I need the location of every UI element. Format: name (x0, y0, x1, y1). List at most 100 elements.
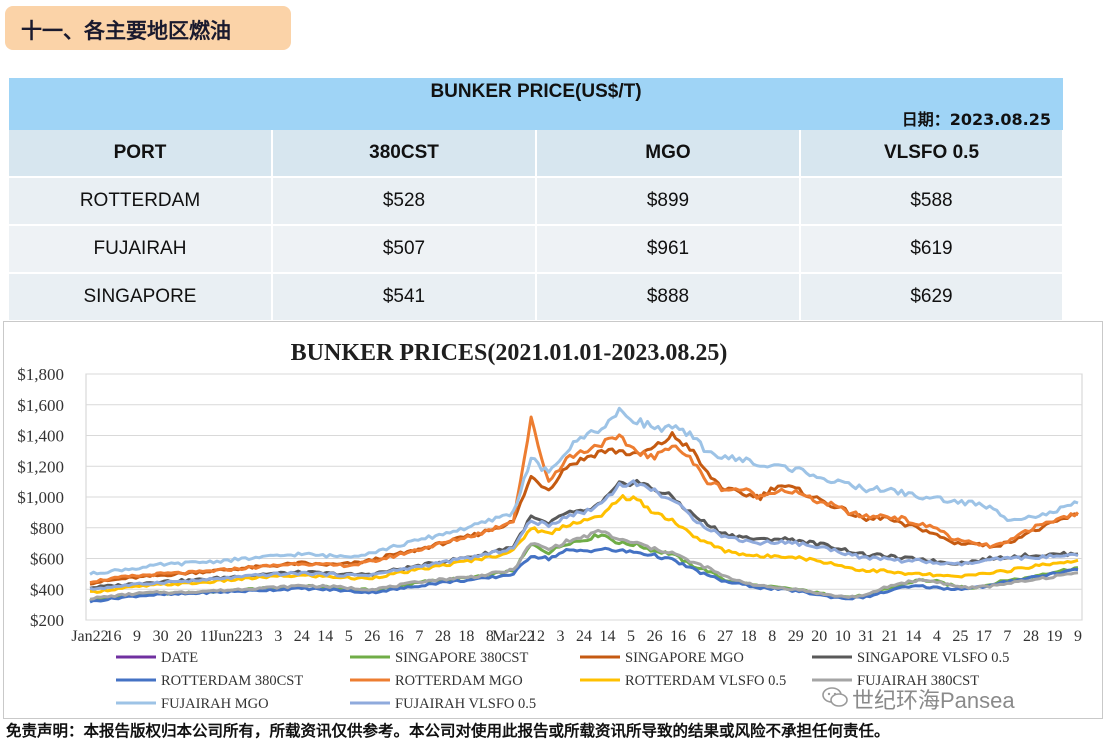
table-row: SINGAPORE $541 $888 $629 (9, 273, 1064, 322)
header-mgo: MGO (536, 130, 801, 178)
x-tick-label: 14 (317, 628, 333, 645)
x-tick-label: 7 (1003, 628, 1011, 645)
x-tick-label: 17 (976, 628, 992, 645)
disclaimer-text: 免责声明：本报告版权归本公司所有，所载资讯仅供参考。本公司对使用此报告或所载资讯… (6, 721, 890, 740)
cell-port: FUJAIRAH (9, 225, 273, 274)
y-tick-label: $1,800 (17, 365, 64, 384)
y-tick-label: $600 (30, 550, 64, 569)
header-380cst: 380CST (272, 130, 537, 178)
legend-label: ROTTERDAM VLSFO 0.5 (625, 673, 786, 689)
legend-label: ROTTERDAM MGO (395, 673, 523, 689)
cell-vlsfo: $629 (800, 273, 1064, 322)
x-tick-label: 28 (435, 628, 451, 645)
x-tick-label: 26 (364, 628, 380, 645)
x-tick-label: 16 (388, 628, 404, 645)
x-tick-label: 5 (627, 628, 635, 645)
x-tick-label: 24 (576, 628, 592, 645)
series-line (89, 415, 1080, 585)
legend-label: FUJAIRAH MGO (161, 696, 269, 712)
x-tick-label: 3 (556, 628, 564, 645)
y-tick-label: $1,600 (17, 396, 64, 415)
x-tick-label: 9 (133, 628, 141, 645)
x-tick-label: 12 (529, 628, 545, 645)
cell-vlsfo: $588 (800, 177, 1064, 226)
legend-label: ROTTERDAM 380CST (161, 673, 303, 689)
x-tick-label: 16 (670, 628, 686, 645)
y-tick-label: $1,400 (17, 427, 64, 446)
x-tick-label: 24 (294, 628, 310, 645)
section-title: 十一、各主要地区燃油 (21, 19, 231, 43)
x-tick-label: 30 (153, 628, 169, 645)
bunker-price-table: BUNKER PRICE(US$/T) 日期：2023.08.25 PORT 3… (9, 78, 1064, 322)
x-tick-label: 20 (176, 628, 192, 645)
cell-port: ROTTERDAM (9, 177, 273, 226)
x-tick-label: 11 (200, 628, 215, 645)
table-date: 日期：2023.08.25 (901, 110, 1051, 129)
x-tick-label: 14 (600, 628, 616, 645)
x-tick-label: 9 (1074, 628, 1082, 645)
table-row: FUJAIRAH $507 $961 $619 (9, 225, 1064, 274)
x-tick-label: 3 (274, 628, 282, 645)
x-tick-label: 5 (345, 628, 353, 645)
cell-port: SINGAPORE (9, 273, 273, 322)
y-tick-label: $800 (30, 519, 64, 538)
x-tick-label: 29 (788, 628, 804, 645)
legend-label: SINGAPORE VLSFO 0.5 (857, 650, 1009, 666)
x-tick-label: 8 (768, 628, 776, 645)
series-line (89, 494, 1079, 594)
cell-vlsfo: $619 (800, 225, 1064, 274)
header-port: PORT (9, 130, 273, 178)
series-line (89, 406, 1079, 576)
header-vlsfo: VLSFO 0.5 (800, 130, 1064, 178)
y-tick-label: $1,200 (17, 457, 64, 476)
x-tick-label: 20 (811, 628, 827, 645)
legend-label: SINGAPORE MGO (625, 650, 744, 666)
legend-label: SINGAPORE 380CST (395, 650, 528, 666)
x-tick-label: 7 (415, 628, 423, 645)
table-header-row: PORT 380CST MGO VLSFO 0.5 (9, 130, 1064, 178)
chart-title: BUNKER PRICES(2021.01.01-2023.08.25) (291, 340, 728, 366)
table-title: BUNKER PRICE(US$/T) (430, 81, 642, 102)
series-line (89, 479, 1079, 591)
y-tick-label: $400 (30, 580, 64, 599)
section-title-tag: 十一、各主要地区燃油 (5, 6, 291, 50)
x-tick-label: 27 (717, 628, 733, 645)
cell-380cst: $528 (272, 177, 537, 226)
x-tick-label: Mar22 (492, 628, 535, 645)
bunker-prices-chart: BUNKER PRICES(2021.01.01-2023.08.25) $20… (3, 321, 1103, 719)
x-tick-label: 4 (933, 628, 941, 645)
x-tick-label: 28 (1023, 628, 1039, 645)
x-tick-label: 16 (106, 628, 122, 645)
watermark-text: 世纪环海Pansea (852, 688, 1015, 713)
series-line (89, 528, 1079, 601)
cell-mgo: $888 (536, 273, 801, 322)
x-tick-label: 19 (1046, 628, 1062, 645)
table-row: ROTTERDAM $528 $899 $588 (9, 177, 1064, 226)
x-tick-label: 8 (486, 628, 494, 645)
wechat-icon (822, 687, 848, 707)
x-tick-label: 10 (835, 628, 851, 645)
x-tick-label: 26 (647, 628, 663, 645)
y-tick-label: $200 (30, 611, 64, 630)
x-tick-label: Jun22 (212, 628, 250, 645)
x-tick-label: 18 (741, 628, 757, 645)
x-tick-label: 25 (952, 628, 968, 645)
cell-380cst: $541 (272, 273, 537, 322)
x-tick-label: 18 (458, 628, 474, 645)
x-tick-label: 14 (905, 628, 921, 645)
x-tick-label: 6 (698, 628, 706, 645)
x-tick-label: Jan22 (71, 628, 108, 645)
legend-label: DATE (161, 650, 198, 666)
legend-label: FUJAIRAH 380CST (857, 673, 979, 689)
cell-mgo: $899 (536, 177, 801, 226)
table-title-bar: BUNKER PRICE(US$/T) 日期：2023.08.25 (9, 78, 1063, 130)
x-tick-label: 31 (858, 628, 874, 645)
cell-mgo: $961 (536, 225, 801, 274)
x-tick-label: 13 (247, 628, 263, 645)
cell-380cst: $507 (272, 225, 537, 274)
legend-label: FUJAIRAH VLSFO 0.5 (395, 696, 536, 712)
y-tick-label: $1,000 (17, 488, 64, 507)
x-tick-label: 21 (882, 628, 898, 645)
chart-svg: BUNKER PRICES(2021.01.01-2023.08.25) $20… (17, 340, 1083, 712)
price-table: PORT 380CST MGO VLSFO 0.5 ROTTERDAM $528… (9, 130, 1064, 322)
